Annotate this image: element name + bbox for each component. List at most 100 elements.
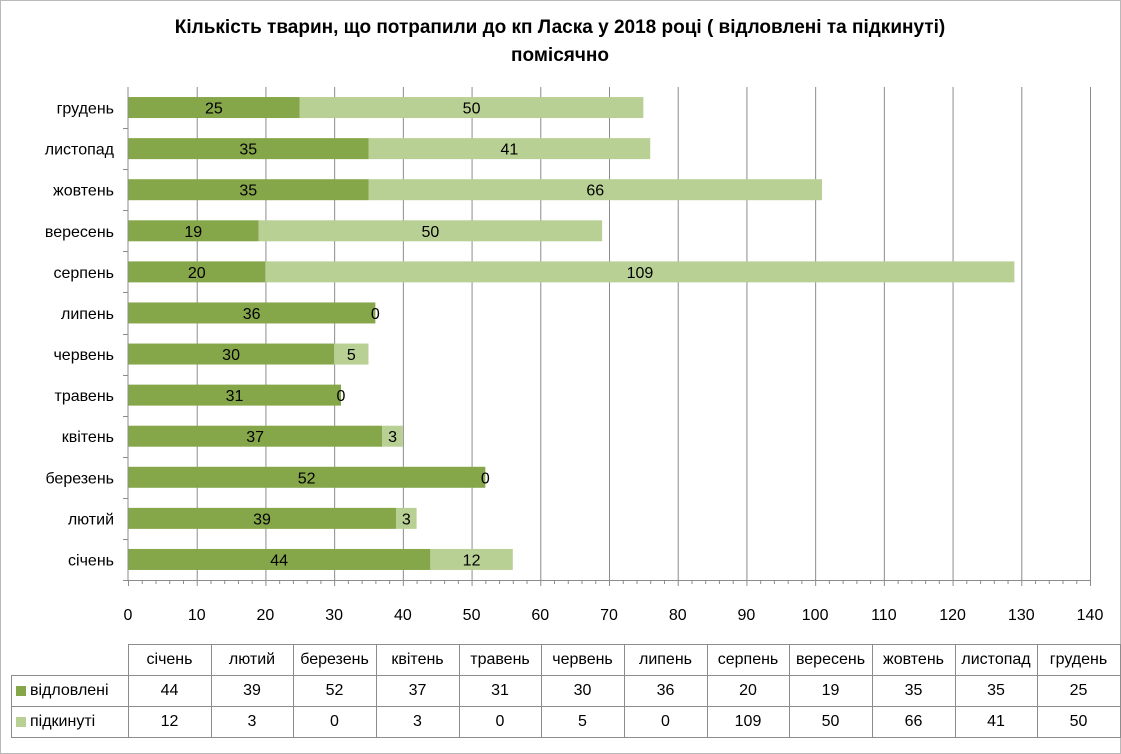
table-header-cell: червень [540,644,625,676]
bar-pidkynuti [395,507,417,529]
data-label-pidkynuti: 41 [500,142,518,159]
table-cell: 50 [1036,706,1121,738]
table-cell: 109 [706,706,790,738]
data-label-vidlovleni: 44 [270,552,288,569]
chart-title-line1: Кількість тварин, що потрапили до кп Лас… [174,17,946,38]
legend-entry: підкинуті [11,706,129,738]
legend-key [16,716,26,727]
table-row: відловлені 44 39 52 37 31 30 36 20 19 35 35 25 [11,675,1121,707]
legend-key [16,685,26,696]
table-cell: 37 [375,675,460,707]
data-label-vidlovleni: 37 [246,429,264,446]
legend-label: підкинуті [30,713,96,730]
y-tick-label: вересень [45,224,114,241]
table-header-cell: травень [458,644,542,676]
x-tick-label: 140 [1077,607,1104,624]
bar-pidkynuti [368,138,651,160]
bar-vidlovleni [128,220,259,242]
data-label-vidlovleni: 39 [253,511,271,528]
table-cell: 39 [210,675,294,707]
x-tick-label: 30 [325,607,343,624]
table-cell: 25 [1036,675,1121,707]
bar-vidlovleni [128,138,369,160]
x-tick-label: 50 [463,607,481,624]
x-axis: 0 10 20 30 40 50 60 70 80 90 100 110 120 130 140 [124,87,1104,624]
table-cell: 20 [706,675,790,707]
table-header-cell: грудень [1036,644,1121,676]
table-header-cell: квітень [375,644,460,676]
legend-entry: відловлені [11,675,129,707]
table-row: підкинуті 12 3 0 3 0 5 0 109 50 66 41 50 [11,706,1121,738]
bar-vidlovleni [128,384,342,406]
data-label-vidlovleni: 52 [298,470,316,487]
x-tick-label: 20 [257,607,275,624]
bar-pidkynuti [430,548,513,570]
data-label-pidkynuti: 5 [347,347,356,364]
bar-vidlovleni [128,179,369,201]
x-tick-label: 10 [188,607,206,624]
table-cell: 5 [540,706,625,738]
table-header-cell: вересень [788,644,873,676]
x-tick-label: 110 [871,607,897,624]
bar-vidlovleni [128,507,396,529]
data-label-vidlovleni: 19 [184,224,202,241]
data-label-pidkynuti: 50 [463,101,481,118]
x-tick-label: 100 [802,607,829,624]
data-label-pidkynuti: 0 [371,306,380,323]
x-tick-label: 60 [531,607,549,624]
table-cell: 19 [788,675,873,707]
bar-chart: 44 12 39 3 52 0 37 3 31 0 30 5 36 0 20 109 19 50 35 66 35 41 2… [45,87,1104,624]
table-cell: 50 [788,706,873,738]
y-tick-label: липень [61,306,114,323]
bar-vidlovleni [128,261,266,283]
data-label-pidkynuti: 50 [421,224,439,241]
data-label-vidlovleni: 25 [205,101,223,118]
x-tick-label: 130 [1008,607,1035,624]
y-tick-label: серпень [53,265,114,282]
y-tick-label: жовтень [53,183,114,200]
data-label-pidkynuti: 12 [463,552,481,569]
bar-vidlovleni [128,466,486,488]
bar-vidlovleni [128,97,300,119]
table-cell: 31 [458,675,542,707]
data-label-vidlovleni: 35 [239,142,257,159]
data-labels: 44 12 39 3 52 0 37 3 31 0 30 5 36 0 20 109 19 50 35 66 35 41 2… [184,101,653,570]
table-cell: 52 [292,675,377,707]
table-cell: 0 [292,706,377,738]
y-tick-label: травень [54,388,114,405]
table-cell: 3 [210,706,294,738]
y-tick-label: березень [45,470,114,487]
bar-pidkynuti [299,97,644,119]
data-label-pidkynuti: 3 [388,429,397,446]
bar-vidlovleni [128,343,335,365]
table-header-cell: липень [623,644,708,676]
table-cell: 30 [540,675,625,707]
table-cell: 41 [954,706,1038,738]
y-tick-label: листопад [45,142,115,159]
table-header-cell: січень [127,644,212,676]
bar-pidkynuti [382,425,403,447]
table-cell: 12 [127,706,212,738]
y-tick-label: квітень [62,429,114,446]
table-header-cell: листопад [954,644,1038,676]
y-tick-label: лютий [68,511,114,528]
x-tick-label: 120 [939,607,966,624]
bars [128,97,1015,570]
data-label-vidlovleni: 20 [188,265,206,282]
x-tick-label: 70 [600,607,618,624]
legend-label: відловлені [30,682,109,699]
y-axis-labels: січень лютий березень квітень травень червень… [45,101,128,581]
x-tick-label: 0 [124,607,133,624]
table-cell: 44 [127,675,212,707]
data-label-pidkynuti: 66 [586,183,604,200]
data-label-vidlovleni: 35 [239,183,257,200]
bar-pidkynuti [368,179,823,201]
y-tick-label: червень [53,347,114,364]
table-cell: 0 [458,706,542,738]
y-tick-label: грудень [57,101,114,118]
table-corner [12,645,129,676]
gridlines [196,87,1091,580]
data-label-vidlovleni: 30 [222,347,240,364]
table-cell: 36 [623,675,708,707]
data-label-pidkynuti: 0 [337,388,346,405]
